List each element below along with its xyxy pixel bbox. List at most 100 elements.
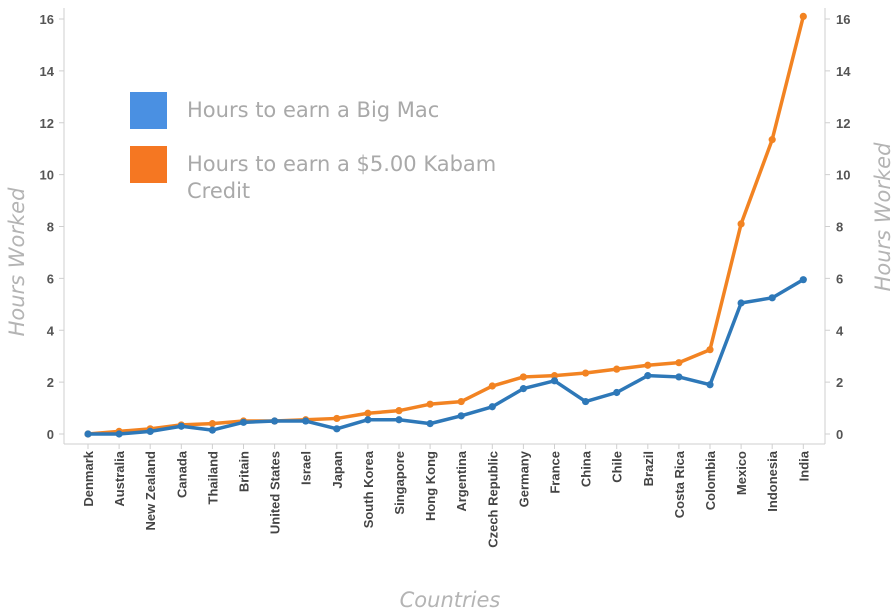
data-point xyxy=(644,372,652,380)
x-tick-label: Canada xyxy=(174,450,189,498)
legend-swatch-big-mac xyxy=(130,92,167,129)
series-line xyxy=(86,14,806,436)
data-point xyxy=(333,425,341,433)
x-tick-label: Thailand xyxy=(205,451,220,505)
data-point xyxy=(644,361,652,369)
x-tick-label: China xyxy=(579,450,594,487)
data-point xyxy=(799,276,807,284)
y-tick-label-right: 6 xyxy=(836,271,843,286)
y-tick-label-right: 12 xyxy=(836,116,850,131)
data-point xyxy=(395,407,403,415)
data-point xyxy=(457,397,465,406)
data-point xyxy=(333,414,341,423)
x-tick-label: South Korea xyxy=(361,450,376,528)
x-tick-label: United States xyxy=(268,451,283,534)
y-axis-title-left: Hours Worked xyxy=(5,187,29,337)
data-point xyxy=(737,220,745,228)
data-point xyxy=(146,427,154,436)
y-axis-title-right: Hours Worked xyxy=(871,142,895,292)
x-tick-label: France xyxy=(548,451,563,494)
x-tick-label: Mexico xyxy=(734,451,749,495)
x-tick-label: Australia xyxy=(112,450,127,506)
data-point xyxy=(737,299,745,307)
data-point xyxy=(177,422,185,430)
x-tick-label: Hong Kong xyxy=(423,451,438,521)
x-axis-ticks: Denmark Australia New Zealand Canada Thailan… xyxy=(81,444,811,548)
data-point xyxy=(115,430,123,438)
x-tick-label: Costa Rica xyxy=(672,450,687,518)
x-tick-label: Chile xyxy=(610,451,625,483)
data-point xyxy=(550,372,559,380)
x-tick-label: Denmark xyxy=(81,450,96,506)
data-point xyxy=(457,412,465,420)
data-point xyxy=(675,359,683,367)
data-point xyxy=(488,403,496,411)
y-tick-label-right: 0 xyxy=(836,427,843,442)
y-tick-label-left: 6 xyxy=(47,271,54,286)
y-tick-label-left: 16 xyxy=(40,12,54,27)
data-point xyxy=(271,417,279,425)
x-tick-label: Colombia xyxy=(703,450,718,510)
y-tick-label-right: 8 xyxy=(836,220,843,235)
series-line xyxy=(86,277,806,436)
x-tick-label: Indonesia xyxy=(765,450,780,511)
y-tick-label-left: 2 xyxy=(47,375,54,390)
data-point xyxy=(613,388,621,397)
x-tick-label: Brazil xyxy=(641,451,656,486)
data-point xyxy=(706,346,714,354)
series-0 xyxy=(84,276,807,438)
data-point xyxy=(364,416,372,424)
data-point xyxy=(799,12,807,21)
data-point xyxy=(84,430,92,438)
y-tick-label-right: 10 xyxy=(836,168,850,183)
left-y-axis-ticks: 0 2 4 6 8 10 12 14 16 xyxy=(40,12,64,442)
x-tick-label: Czech Republic xyxy=(485,451,500,548)
data-point xyxy=(519,385,528,393)
data-point xyxy=(550,377,559,385)
data-point xyxy=(613,365,621,373)
y-tick-label-left: 4 xyxy=(47,323,55,338)
y-tick-label-right: 14 xyxy=(836,64,851,79)
legend: Hours to earn a Big Mac Hours to earn a … xyxy=(130,92,496,203)
x-tick-label: Argentina xyxy=(454,450,469,511)
data-point xyxy=(364,409,372,417)
series-layer xyxy=(84,12,807,438)
y-tick-label-left: 8 xyxy=(47,220,54,235)
y-tick-label-left: 10 xyxy=(40,168,54,183)
x-tick-label: New Zealand xyxy=(143,451,158,531)
x-tick-label: Japan xyxy=(330,451,345,489)
data-point xyxy=(675,373,683,381)
series-1 xyxy=(84,12,807,438)
data-point xyxy=(208,420,216,428)
data-point xyxy=(706,381,714,389)
right-y-axis-ticks: 0 2 4 6 8 10 12 14 16 xyxy=(825,12,851,442)
data-point xyxy=(519,373,528,381)
x-tick-label: Germany xyxy=(516,450,531,507)
y-tick-label-right: 4 xyxy=(836,323,844,338)
data-point xyxy=(582,397,590,406)
legend-swatch-kabam-credit xyxy=(130,146,167,183)
y-tick-label-left: 12 xyxy=(40,116,54,131)
data-point xyxy=(768,136,776,144)
x-axis-title: Countries xyxy=(400,588,501,612)
data-point xyxy=(395,416,403,424)
data-point xyxy=(488,382,496,390)
x-tick-label: Britain xyxy=(237,451,252,492)
data-point xyxy=(582,369,590,377)
data-point xyxy=(768,294,776,302)
data-point xyxy=(426,420,434,428)
y-tick-label-left: 0 xyxy=(47,427,54,442)
x-tick-label: Singapore xyxy=(392,451,407,515)
legend-label-kabam-credit: Hours to earn a $5.00 Kabam Credit xyxy=(187,152,496,203)
data-point xyxy=(239,418,248,426)
y-tick-label-right: 2 xyxy=(836,375,843,390)
legend-label-big-mac: Hours to earn a Big Mac xyxy=(187,98,439,122)
data-point xyxy=(426,400,434,408)
data-point xyxy=(208,426,216,434)
x-tick-label: Israel xyxy=(299,451,314,485)
y-tick-label-right: 16 xyxy=(836,12,850,27)
y-tick-label-left: 14 xyxy=(40,64,55,79)
x-tick-label: India xyxy=(796,450,811,481)
data-point xyxy=(302,417,310,425)
